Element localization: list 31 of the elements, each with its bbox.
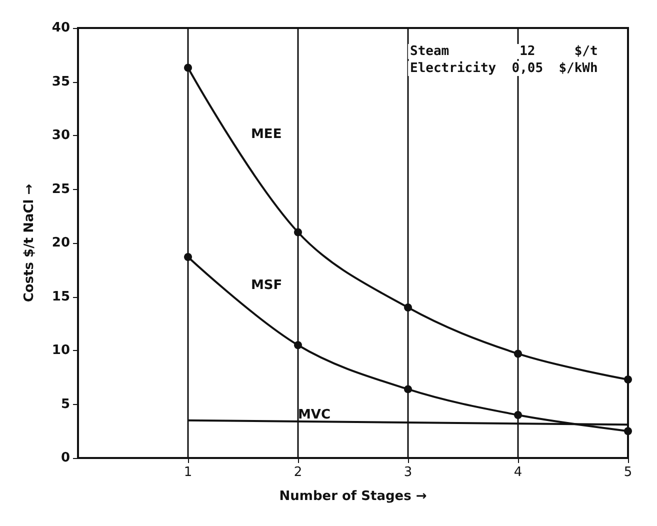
x-axis-title: Number of Stages → bbox=[279, 489, 427, 504]
point bbox=[514, 350, 522, 358]
point bbox=[404, 385, 412, 394]
x-tick-label: 5 bbox=[624, 465, 632, 480]
y-tick-label: 15 bbox=[52, 289, 70, 304]
x-tick-label: 4 bbox=[514, 465, 522, 480]
point bbox=[294, 228, 302, 236]
annotation: Electricity 0,05 $/kWh bbox=[410, 61, 598, 76]
point bbox=[514, 411, 522, 419]
point bbox=[184, 252, 192, 261]
x-tick-label: 1 bbox=[184, 465, 192, 480]
y-tick-label: 30 bbox=[52, 128, 70, 143]
series-label: MEE bbox=[251, 127, 282, 142]
x-tick-label: 2 bbox=[294, 465, 302, 480]
annotation: Steam 12 $/t bbox=[410, 44, 598, 59]
y-tick-label: 0 bbox=[60, 450, 70, 466]
y-tick-label: 5 bbox=[60, 396, 70, 412]
y-tick-label: 35 bbox=[52, 74, 70, 90]
point bbox=[294, 341, 302, 350]
y-tick-label: 20 bbox=[52, 236, 70, 250]
point bbox=[404, 304, 412, 312]
series-label: MVC bbox=[298, 408, 331, 423]
y-tick-label: 25 bbox=[52, 182, 70, 197]
y-axis-title: Costs $/t NaCl → bbox=[22, 184, 37, 302]
point bbox=[184, 64, 192, 72]
y-tick-label: 10 bbox=[52, 343, 70, 358]
point bbox=[624, 427, 632, 436]
point bbox=[624, 376, 632, 384]
series-label: MSF bbox=[251, 278, 282, 294]
y-tick-label: 40 bbox=[52, 20, 70, 36]
x-tick-label: 3 bbox=[404, 465, 412, 480]
